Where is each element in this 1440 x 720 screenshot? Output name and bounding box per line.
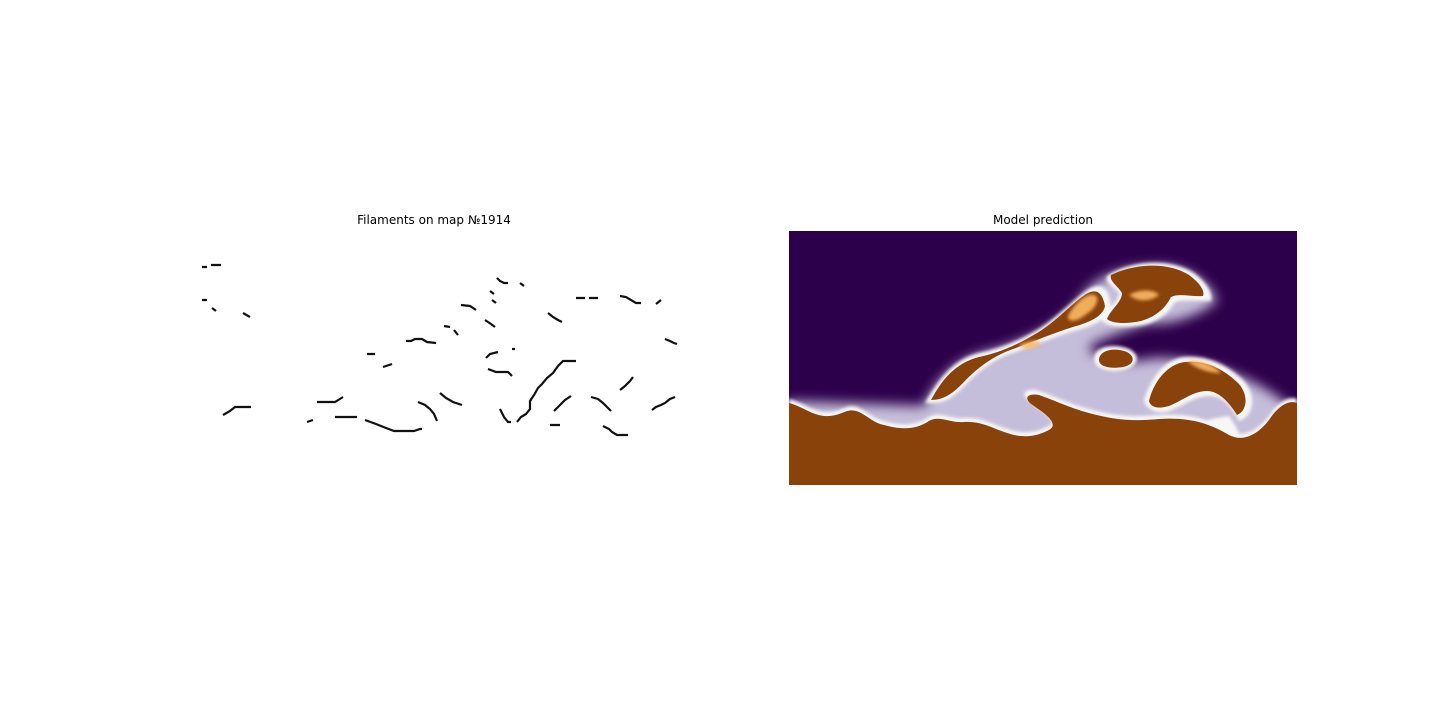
right-lobe-region	[1149, 361, 1246, 415]
filament-segment	[547, 296, 598, 323]
filament-segment	[460, 277, 525, 328]
highlight-region	[1019, 340, 1041, 349]
filament-map	[202, 263, 678, 437]
highlight-region	[1187, 360, 1221, 373]
ground-region	[789, 394, 1297, 485]
filament-segment	[406, 324, 459, 345]
filament-segment	[664, 337, 678, 346]
filament-segment	[417, 392, 463, 422]
tail-rim	[1199, 416, 1245, 445]
highlight-region	[1129, 290, 1159, 301]
filament-segment	[367, 352, 393, 369]
filament-segment	[590, 395, 628, 437]
filament-segment	[550, 395, 572, 427]
filament-segment	[485, 347, 515, 377]
filament-segment	[202, 298, 217, 312]
filament-segment	[619, 376, 634, 391]
filament-segment	[619, 294, 662, 305]
filament-segment	[306, 396, 422, 433]
filament-segment	[499, 359, 576, 424]
filament-segment	[651, 395, 676, 411]
ridge-region	[931, 291, 1105, 400]
ellipse-region	[1099, 349, 1133, 368]
prediction-map	[789, 231, 1297, 485]
filament-segment	[202, 263, 221, 269]
left-panel-title: Filaments on map №1914	[357, 213, 511, 227]
right-panel-title: Model prediction	[992, 213, 1094, 227]
filament-segment	[242, 312, 251, 318]
filament-segment	[222, 405, 251, 416]
highlight-region	[1068, 294, 1098, 321]
